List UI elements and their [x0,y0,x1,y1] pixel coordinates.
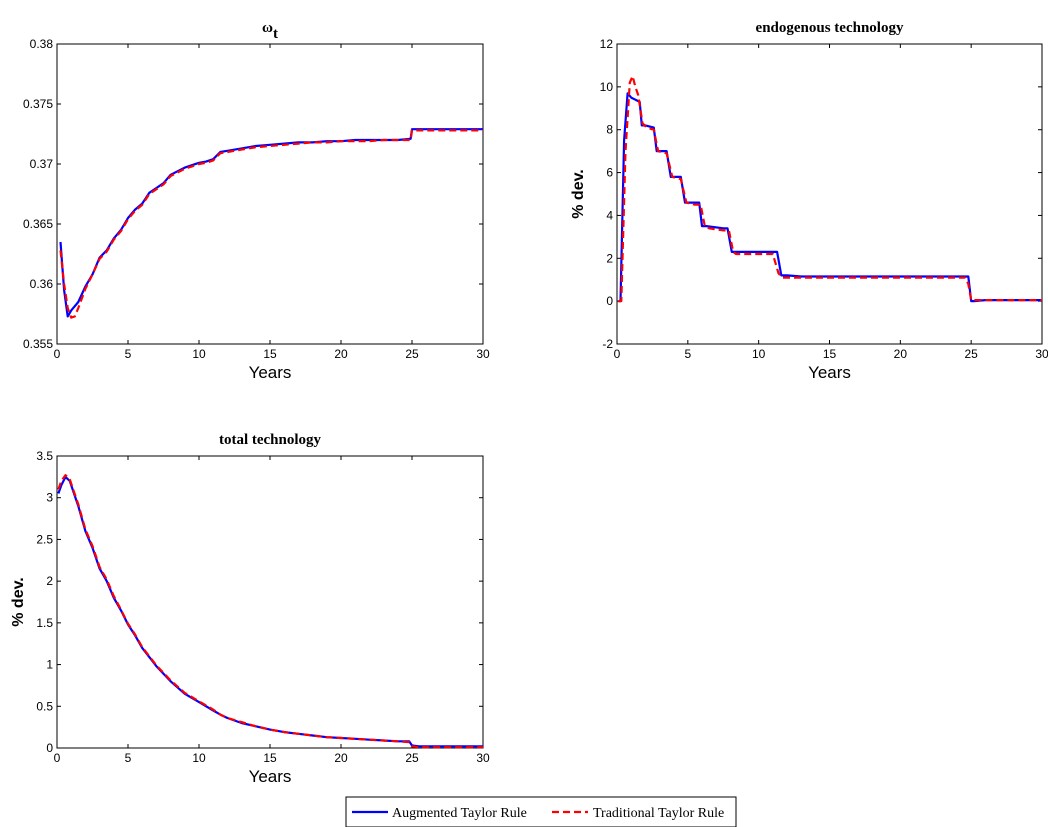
legend-box [345,796,737,827]
series-line-traditional [57,474,483,749]
axes-box [56,43,484,345]
x-tick-label: 5 [684,347,691,361]
y-tick-label: 2 [606,251,613,265]
chart-title-subscript: t [273,26,278,42]
axes-box [56,455,484,749]
y-tick-label: 0.37 [30,157,54,171]
y-tick-label: 0.38 [30,37,54,51]
x-axis-label: Years [249,363,292,382]
y-tick-label: 0.355 [23,337,53,351]
x-axis-label: Years [808,363,851,382]
x-tick-label: 15 [823,347,837,361]
y-tick-label: 0.36 [30,277,54,291]
series-line-augmented [57,475,483,748]
y-tick-label: 0.375 [23,97,53,111]
x-tick-label: 25 [405,347,419,361]
x-tick-label: 5 [125,751,132,765]
series-line-traditional [618,74,1042,303]
x-tick-label: 10 [192,751,206,765]
x-tick-label: 0 [54,347,61,361]
y-tick-label: 0.365 [23,217,53,231]
y-tick-label: 8 [606,123,613,137]
x-tick-label: 25 [405,751,419,765]
y-tick-label: 3.5 [36,449,53,463]
y-tick-label: 0 [46,741,53,755]
legend-label-augmented: Augmented Taylor Rule [392,806,527,821]
x-tick-label: 10 [192,347,206,361]
y-tick-label: 2 [46,574,53,588]
legend: Augmented Taylor Rule Traditional Taylor… [345,796,737,827]
chart-omega-t: ωt 0 5 10 15 20 25 30 0.355 0.36 0.365 0.37 0.375 0.3… [23,20,490,382]
x-tick-label: 15 [263,347,277,361]
y-tick-label: 3 [46,491,53,505]
x-tick-label: 25 [964,347,978,361]
x-tick-label: 0 [614,347,621,361]
x-tick-label: 10 [752,347,766,361]
y-tick-label: 6 [606,166,613,180]
x-tick-label: 20 [334,347,348,361]
x-tick-label: 30 [1035,347,1048,361]
chart-title: ωt [262,20,278,42]
y-axis-label: % dev. [10,577,27,627]
x-tick-label: 30 [476,751,490,765]
series-line-augmented [618,92,1042,303]
x-axis-label: Years [249,767,292,786]
chart-total-technology: total technology 0 5 10 15 20 25 30 0 0.5 1 1.5 2 2.5… [10,432,490,786]
legend-label-traditional: Traditional Taylor Rule [593,806,724,821]
x-tick-label: 20 [334,751,348,765]
chart-title: endogenous technology [756,20,904,36]
y-tick-label: 2.5 [36,532,53,546]
x-tick-label: 0 [54,751,61,765]
y-tick-label: 10 [600,80,614,94]
y-tick-label: -2 [602,337,613,351]
x-tick-label: 5 [125,347,132,361]
series-line-traditional [59,129,483,319]
y-tick-label: 1 [46,658,53,672]
y-axis-label: % dev. [570,169,587,219]
x-tick-label: 20 [894,347,908,361]
chart-title: total technology [219,432,322,448]
y-tick-label: 4 [606,208,613,222]
y-tick-label: 12 [600,37,614,51]
y-tick-label: 0.5 [36,699,53,713]
x-tick-label: 15 [263,751,277,765]
x-tick-label: 30 [476,347,490,361]
y-tick-label: 0 [606,294,613,308]
y-tick-label: 1.5 [36,616,53,630]
